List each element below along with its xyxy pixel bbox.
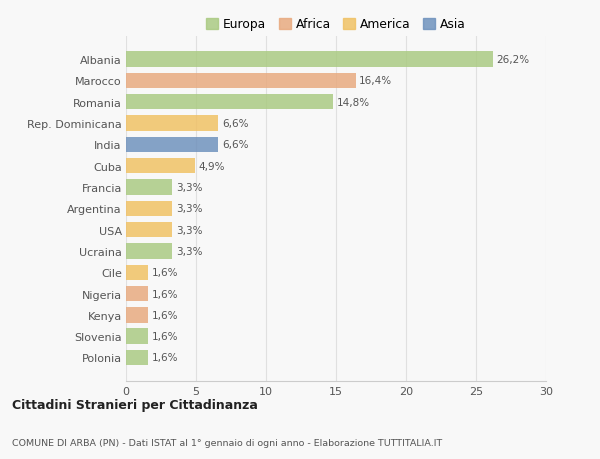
Text: 1,6%: 1,6% — [152, 310, 178, 320]
Bar — [126, 286, 148, 302]
Text: 1,6%: 1,6% — [152, 289, 178, 299]
Text: 1,6%: 1,6% — [152, 268, 178, 278]
Bar — [126, 180, 172, 195]
Bar — [126, 350, 148, 365]
Text: 14,8%: 14,8% — [337, 98, 370, 107]
Bar — [126, 116, 218, 131]
Text: 26,2%: 26,2% — [496, 55, 529, 65]
Text: 1,6%: 1,6% — [152, 331, 178, 341]
Text: 3,3%: 3,3% — [176, 246, 202, 257]
Bar — [126, 159, 194, 174]
Bar — [126, 73, 356, 89]
Text: 6,6%: 6,6% — [222, 140, 248, 150]
Text: 3,3%: 3,3% — [176, 204, 202, 214]
Text: 3,3%: 3,3% — [176, 183, 202, 193]
Text: 6,6%: 6,6% — [222, 119, 248, 129]
Text: COMUNE DI ARBA (PN) - Dati ISTAT al 1° gennaio di ogni anno - Elaborazione TUTTI: COMUNE DI ARBA (PN) - Dati ISTAT al 1° g… — [12, 438, 442, 448]
Bar — [126, 201, 172, 217]
Legend: Europa, Africa, America, Asia: Europa, Africa, America, Asia — [201, 14, 471, 36]
Bar — [126, 308, 148, 323]
Bar — [126, 52, 493, 67]
Text: 3,3%: 3,3% — [176, 225, 202, 235]
Bar — [126, 329, 148, 344]
Text: 1,6%: 1,6% — [152, 353, 178, 363]
Bar — [126, 95, 333, 110]
Bar — [126, 244, 172, 259]
Text: 4,9%: 4,9% — [198, 161, 224, 171]
Bar — [126, 223, 172, 238]
Text: 16,4%: 16,4% — [359, 76, 392, 86]
Text: Cittadini Stranieri per Cittadinanza: Cittadini Stranieri per Cittadinanza — [12, 398, 258, 411]
Bar — [126, 137, 218, 153]
Bar — [126, 265, 148, 280]
